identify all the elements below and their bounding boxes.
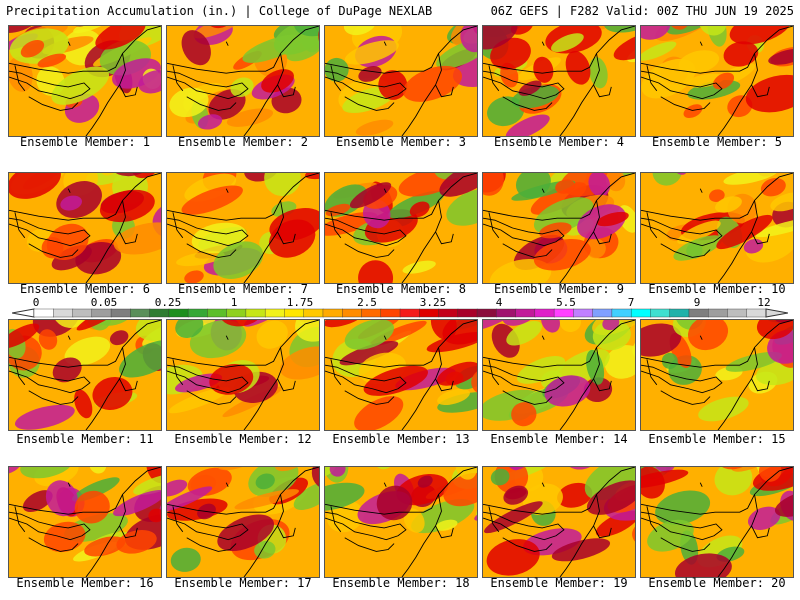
colorbar-segment	[342, 308, 363, 318]
ensemble-member-map-15	[640, 319, 794, 431]
colorbar-segment	[592, 308, 613, 318]
colorbar-tick-label: 7	[627, 296, 635, 309]
colorbar-segment	[727, 308, 748, 318]
colorbar-segment	[573, 308, 594, 318]
colorbar-segment	[53, 308, 74, 318]
ensemble-member-map-6	[8, 172, 162, 284]
ensemble-member-map-18	[324, 466, 478, 578]
colorbar-max-arrow	[765, 308, 788, 318]
colorbar-segment	[650, 308, 671, 318]
colorbar-tick-label: 4	[495, 296, 503, 309]
ensemble-member-label: Ensemble Member: 14	[490, 432, 628, 446]
ensemble-member-label: Ensemble Member: 5	[651, 135, 783, 149]
colorbar-segment	[33, 308, 54, 318]
colorbar-tick-label: 3.25	[419, 296, 447, 309]
colorbar-segment	[264, 308, 286, 318]
colorbar-segment	[322, 308, 343, 318]
colorbar-segment	[515, 308, 536, 318]
colorbar-segment	[688, 308, 709, 318]
colorbar-segment	[669, 308, 690, 318]
ensemble-member-map-12	[166, 319, 320, 431]
colorbar-segment	[534, 308, 555, 318]
ensemble-member-map-9	[482, 172, 636, 284]
ensemble-member-label: Ensemble Member: 9	[493, 282, 625, 296]
ensemble-member-label: Ensemble Member: 19	[490, 576, 628, 590]
colorbar-segment	[110, 308, 132, 318]
ensemble-member-map-8	[324, 172, 478, 284]
colorbar-segment	[476, 308, 498, 318]
ensemble-member-map-16	[8, 466, 162, 578]
ensemble-member-label: Ensemble Member: 10	[648, 282, 786, 296]
colorbar-segment	[91, 308, 112, 318]
ensemble-member-label: Ensemble Member: 4	[493, 135, 625, 149]
colorbar-tick-label: 5.5	[556, 296, 576, 309]
colorbar-segment	[207, 308, 228, 318]
colorbar-tick-label: 1	[230, 296, 238, 309]
colorbar-segment	[130, 308, 151, 318]
colorbar-segment	[630, 308, 652, 318]
colorbar-segment	[708, 308, 729, 318]
ensemble-member-label: Ensemble Member: 18	[332, 576, 470, 590]
colorbar-tick-label: 12	[757, 296, 771, 309]
colorbar-tick-label: 0	[32, 296, 40, 309]
colorbar-segment	[284, 308, 305, 318]
ensemble-member-label: Ensemble Member: 16	[16, 576, 154, 590]
ensemble-member-map-17	[166, 466, 320, 578]
ensemble-member-label: Ensemble Member: 7	[177, 282, 309, 296]
colorbar-segment	[611, 308, 632, 318]
colorbar-segment	[746, 308, 767, 318]
colorbar-tick-label: 2.5	[357, 296, 377, 309]
colorbar-segment	[553, 308, 575, 318]
colorbar-segment	[226, 308, 247, 318]
colorbar-segment	[187, 308, 209, 318]
ensemble-member-label: Ensemble Member: 6	[19, 282, 151, 296]
ensemble-member-label: Ensemble Member: 15	[648, 432, 786, 446]
ensemble-member-map-2	[166, 25, 320, 137]
ensemble-member-label: Ensemble Member: 2	[177, 135, 309, 149]
colorbar-tick-label: 9	[693, 296, 701, 309]
map-title: Precipitation Accumulation (in.) | Colle…	[6, 4, 433, 18]
colorbar-segment	[245, 308, 266, 318]
colorbar-segment	[168, 308, 189, 318]
ensemble-member-map-20	[640, 466, 794, 578]
colorbar-segment	[149, 308, 170, 318]
colorbar-tick-label: 0.25	[154, 296, 182, 309]
ensemble-member-map-14	[482, 319, 636, 431]
ensemble-member-map-7	[166, 172, 320, 284]
colorbar-segment	[380, 308, 401, 318]
colorbar-segment	[419, 308, 440, 318]
colorbar-segment	[361, 308, 382, 318]
ensemble-member-label: Ensemble Member: 12	[174, 432, 312, 446]
colorbar-segment	[438, 308, 459, 318]
colorbar-segment	[457, 308, 478, 318]
colorbar-segment	[72, 308, 93, 318]
ensemble-member-label: Ensemble Member: 3	[335, 135, 467, 149]
ensemble-member-label: Ensemble Member: 1	[19, 135, 151, 149]
ensemble-member-map-13	[324, 319, 478, 431]
precipitation-colorbar	[12, 308, 788, 318]
model-run-info: 06Z GEFS | F282 Valid: 00Z THU JUN 19 20…	[490, 4, 794, 18]
colorbar-min-arrow	[12, 308, 35, 318]
ensemble-member-label: Ensemble Member: 13	[332, 432, 470, 446]
ensemble-member-map-1	[8, 25, 162, 137]
colorbar-tick-label: 0.05	[90, 296, 118, 309]
ensemble-member-map-11	[8, 319, 162, 431]
ensemble-member-label: Ensemble Member: 17	[174, 576, 312, 590]
ensemble-member-label: Ensemble Member: 20	[648, 576, 786, 590]
colorbar-segment	[496, 308, 517, 318]
ensemble-member-map-10	[640, 172, 794, 284]
ensemble-member-map-19	[482, 466, 636, 578]
ensemble-member-map-5	[640, 25, 794, 137]
ensemble-member-map-4	[482, 25, 636, 137]
colorbar-segment	[303, 308, 324, 318]
ensemble-member-map-3	[324, 25, 478, 137]
colorbar-segment	[399, 308, 420, 318]
ensemble-member-label: Ensemble Member: 8	[335, 282, 467, 296]
ensemble-member-label: Ensemble Member: 11	[16, 432, 154, 446]
colorbar-tick-label: 1.75	[286, 296, 314, 309]
